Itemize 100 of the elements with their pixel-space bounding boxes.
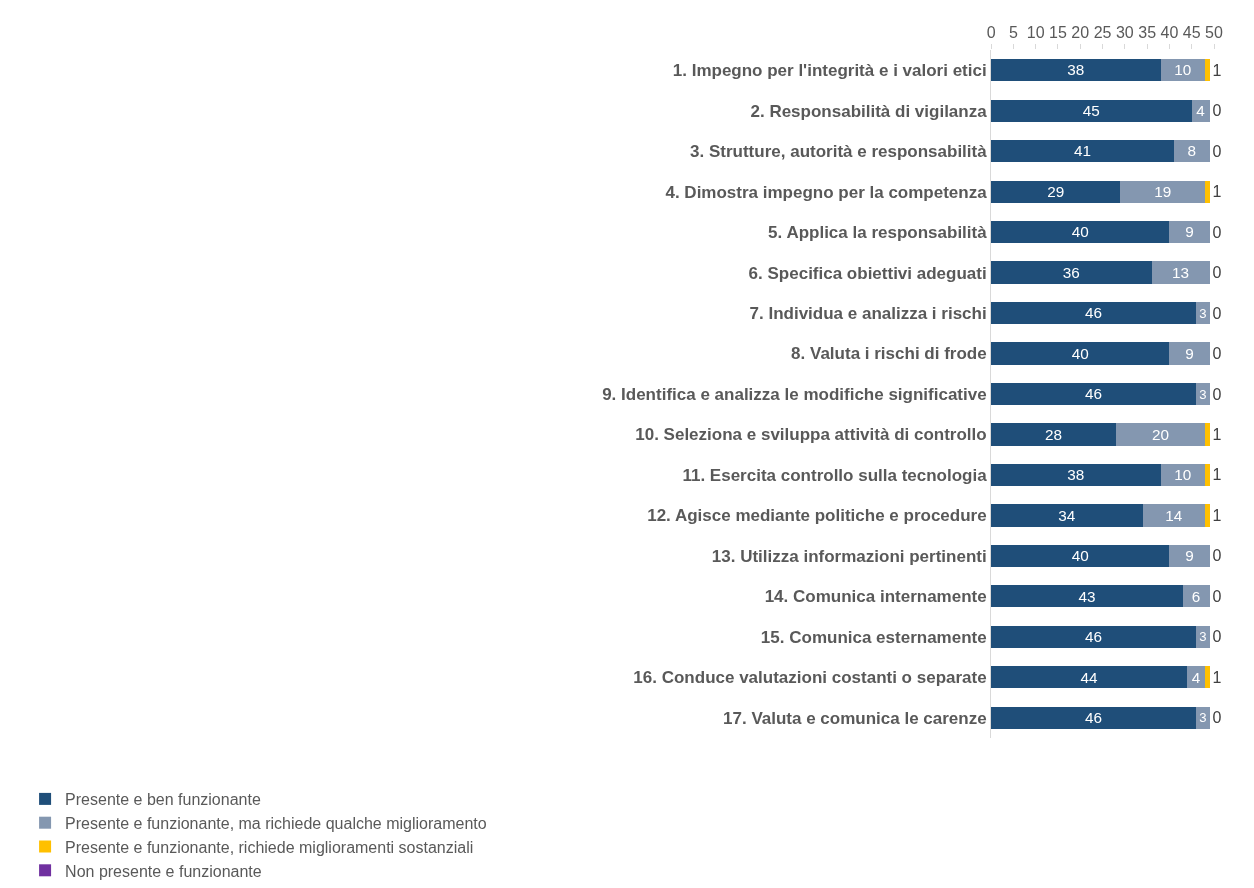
x-tick-label: 40 [1160,23,1179,41]
bar [991,180,1121,203]
bar [1205,463,1210,487]
y-tick-label: 9. Identifica e analizza le modifiche significative [602,384,987,404]
data-label: 40 [1071,344,1089,362]
x-tick-label: 15 [1049,23,1067,41]
data-label: 10 [1174,466,1192,484]
bar [991,140,1174,163]
data-label: 41 [1073,142,1091,160]
data-label: 1 [1212,506,1222,524]
data-label: 13 [1172,263,1190,281]
bar [991,423,1116,446]
x-tick-label: 45 [1182,23,1201,41]
data-label: 38 [1067,466,1085,484]
legend-label: Presente e ben funzionante [65,791,261,809]
x-tick-label: 30 [1115,23,1134,41]
data-label: 0 [1212,102,1222,120]
y-tick-label: 13. Utilizza informazioni pertinenti [711,546,987,566]
data-label: 6 [1191,587,1201,605]
legend-label: Presente e funzionante, richiede miglioramenti sostanziali [65,838,474,856]
bar [991,504,1143,527]
data-label: 14 [1165,506,1183,524]
data-label: 1 [1212,61,1222,79]
data-label: 10 [1174,61,1192,79]
x-tick-label: 0 [986,23,996,41]
bar [1142,504,1206,527]
data-label: 1 [1212,668,1222,686]
data-label: 0 [1212,547,1222,565]
y-tick-label: 11. Esercita controllo sulla tecnologia [682,465,988,485]
data-label: 34 [1058,506,1076,524]
bar [1151,261,1210,284]
data-label: 8 [1187,142,1196,160]
data-label: 40 [1071,223,1089,241]
data-label: 19 [1154,182,1172,200]
data-label: 3 [1199,386,1207,402]
data-label: 0 [1212,304,1222,322]
data-label: 0 [1212,709,1222,727]
bar [991,99,1192,122]
y-tick-label: 3. Strutture, autorità e responsabilità [690,142,988,162]
y-tick-label: 6. Specifica obiettivi adeguati [748,263,987,283]
data-label: 46 [1085,709,1103,727]
bar [991,666,1188,689]
y-tick-label: 14. Comunica internamente [764,587,987,607]
bar [991,706,1197,729]
data-label: 45 [1082,101,1100,119]
x-tick-label: 5 [1008,23,1018,41]
bar [1169,220,1210,244]
y-tick-label: 2. Responsabilità di vigilanza [750,101,988,121]
data-label: 9 [1185,547,1194,565]
x-tick-label: 10 [1026,23,1045,41]
y-tick-label: 12. Agisce mediante politiche e procedure [647,506,987,526]
data-label: 9 [1185,344,1194,362]
data-label: 44 [1080,668,1099,686]
data-label: 46 [1085,385,1103,403]
y-tick-label: 7. Individua e analizza i rischi [749,304,987,324]
y-tick-label: 17. Valuta e comunica le carenze [723,708,987,728]
bar [1169,342,1210,365]
x-tick-label: 25 [1093,23,1112,41]
y-tick-label: 5. Applica la responsabilità [768,223,988,243]
bar [1205,59,1210,82]
y-tick-label: 16. Conduce valutazioni costanti o separate [633,668,987,688]
bar [1182,585,1210,608]
bar [991,261,1152,284]
data-label: 0 [1212,345,1222,363]
bar [1120,180,1206,203]
bar [1205,504,1210,527]
legend-label: Non presente e funzionante [65,862,262,880]
data-label: 20 [1151,425,1169,443]
bar [1169,544,1210,568]
bar [991,585,1183,608]
bar [1115,423,1206,446]
data-label: 46 [1085,304,1103,322]
legend-label: Presente e funzionante, ma richiede qualche miglioramento [65,814,487,832]
bar [991,625,1197,648]
data-label: 46 [1085,628,1103,646]
data-label: 0 [1212,142,1222,160]
data-label: 4 [1196,101,1206,119]
bar [991,220,1170,244]
bar [1205,666,1210,689]
data-label: 0 [1212,223,1222,241]
y-tick-label: 1. Impegno per l'integrità e i valori etici [672,61,987,81]
x-tick-label: 35 [1138,23,1157,41]
data-label: 4 [1191,668,1201,686]
data-label: 0 [1212,587,1222,605]
data-label: 36 [1062,263,1080,281]
bar [1205,423,1210,446]
y-tick-label: 15. Comunica esternamente [760,627,987,647]
data-label: 3 [1199,305,1207,321]
bar [991,59,1161,82]
y-tick-label: 4. Dimostra impegno per la competenza [665,182,988,202]
data-label: 38 [1067,61,1085,79]
data-label: 40 [1071,547,1089,565]
y-tick-label: 10. Seleziona e sviluppa attività di controllo [635,425,987,445]
data-label: 29 [1047,182,1065,200]
data-label: 9 [1185,223,1194,241]
x-tick-label: 20 [1071,23,1090,41]
data-label: 1 [1212,183,1222,201]
bar [991,382,1197,406]
data-label: 3 [1199,629,1207,645]
bar [991,463,1161,487]
